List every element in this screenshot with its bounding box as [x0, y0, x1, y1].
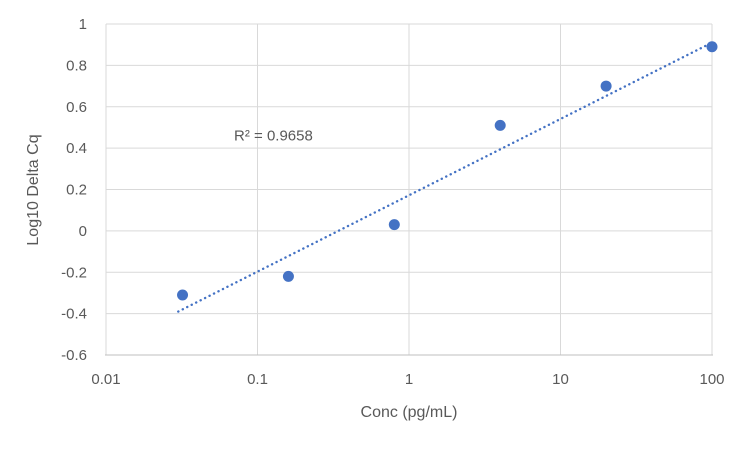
y-tick-label: -0.4: [61, 306, 87, 323]
x-tick-label: 0.01: [91, 371, 120, 388]
y-axis-title: Log10 Delta Cq: [25, 134, 42, 245]
y-tick-label: 0.6: [66, 99, 87, 116]
y-tick-label: 0.2: [66, 182, 87, 199]
x-tick-label: 100: [699, 371, 724, 388]
trendline: [177, 41, 714, 313]
tick-labels: 1 0.8 0.6 0.4 0.2 0 -0.2 -0.4 -0.60.01 0.1 1 10 100: [61, 16, 724, 388]
y-tick-label: 0.8: [66, 57, 87, 74]
data-points: [177, 41, 718, 301]
data-point: [177, 289, 189, 301]
y-tick-label: 1: [79, 16, 87, 33]
r-squared-annotation: R² = 0.9658: [234, 128, 313, 145]
data-point: [388, 219, 400, 231]
data-point: [494, 119, 506, 131]
x-tick-label: 1: [405, 371, 413, 388]
trendline-layer: [177, 41, 714, 313]
data-point: [600, 80, 612, 92]
y-tick-label: -0.2: [61, 264, 87, 281]
x-tick-label: 0.1: [247, 371, 268, 388]
gridlines: [105, 23, 713, 356]
x-tick-label: 10: [552, 371, 569, 388]
y-tick-label: 0: [79, 223, 87, 240]
x-axis-title: Conc (pg/mL): [361, 404, 458, 421]
y-tick-label: 0.4: [66, 140, 87, 157]
y-tick-label: -0.6: [61, 347, 87, 364]
data-point: [282, 270, 294, 282]
data-point: [706, 41, 718, 53]
